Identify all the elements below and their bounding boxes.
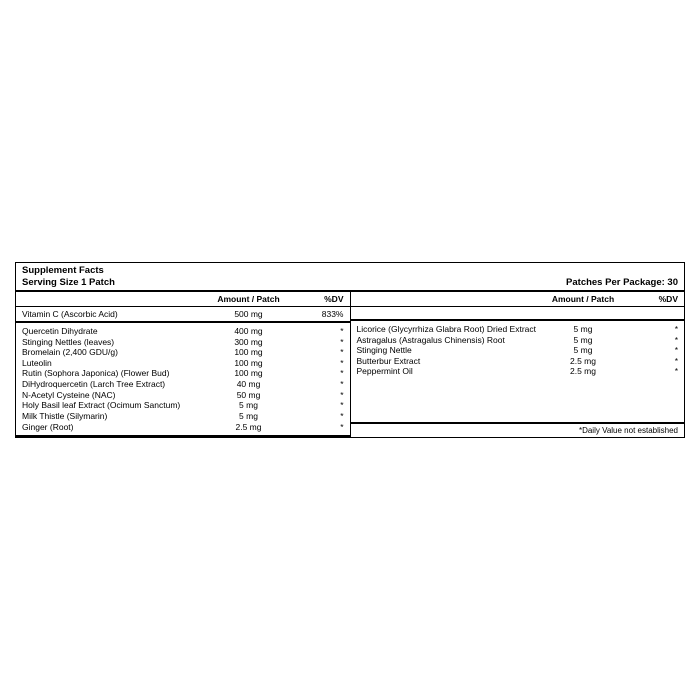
ingredient-name: Astragalus (Astragalus Chinensis) Root [357, 335, 539, 346]
ingredient-amount: 5 mg [538, 324, 628, 335]
panel-title: Supplement Facts [22, 265, 104, 276]
ingredient-row: Bromelain (2,400 GDU/g)100 mg* [22, 347, 344, 358]
ingredient-name: Licorice (Glycyrrhiza Glabra Root) Dried… [357, 324, 539, 335]
ingredient-name: Luteolin [22, 358, 204, 369]
ingredient-amount: 300 mg [204, 337, 294, 348]
serving-row: Serving Size 1 Patch Patches Per Package… [16, 277, 684, 292]
vitamin-c-amount: 500 mg [204, 309, 294, 319]
ingredient-row: DiHydroquercetin (Larch Tree Extract)40 … [22, 379, 344, 390]
ingredient-name: Stinging Nettle [357, 345, 539, 356]
amount-header: Amount / Patch [204, 294, 294, 304]
ingredient-row: Astragalus (Astragalus Chinensis) Root5 … [357, 335, 679, 346]
ingredient-name: Milk Thistle (Silymarin) [22, 411, 204, 422]
vitamin-c-dv: 833% [294, 309, 344, 319]
vitamin-c-row: Vitamin C (Ascorbic Acid) 500 mg 833% [16, 307, 350, 323]
ingredient-dv: * [628, 356, 678, 367]
ingredient-amount: 400 mg [204, 326, 294, 337]
ingredient-row: Quercetin Dihydrate400 mg* [22, 326, 344, 337]
ingredient-row: Ginger (Root)2.5 mg* [22, 422, 344, 433]
ingredient-dv: * [294, 368, 344, 379]
ingredient-amount: 100 mg [204, 358, 294, 369]
ingredient-name: Bromelain (2,400 GDU/g) [22, 347, 204, 358]
ingredient-dv: * [294, 411, 344, 422]
ingredient-amount: 5 mg [204, 400, 294, 411]
ingredient-dv: * [294, 390, 344, 401]
right-col-header: Amount / Patch %DV [351, 292, 685, 307]
ingredient-amount: 5 mg [538, 335, 628, 346]
header-row: Supplement Facts [16, 263, 684, 277]
supplement-facts-panel: Supplement Facts Serving Size 1 Patch Pa… [15, 262, 685, 438]
vitamin-c-name: Vitamin C (Ascorbic Acid) [22, 309, 204, 319]
ingredient-amount: 5 mg [538, 345, 628, 356]
serving-size: Serving Size 1 Patch [22, 277, 115, 288]
ingredient-name: Holy Basil leaf Extract (Ocimum Sanctum) [22, 400, 204, 411]
ingredient-dv: * [294, 326, 344, 337]
ingredient-dv: * [294, 400, 344, 411]
ingredient-row: Licorice (Glycyrrhiza Glabra Root) Dried… [357, 324, 679, 335]
amount-header: Amount / Patch [538, 294, 628, 304]
ingredient-dv: * [294, 379, 344, 390]
ingredient-name: Rutin (Sophora Japonica) (Flower Bud) [22, 368, 204, 379]
ingredient-name: Butterbur Extract [357, 356, 539, 367]
ingredient-row: Peppermint Oil2.5 mg* [357, 366, 679, 377]
ingredient-amount: 2.5 mg [538, 356, 628, 367]
ingredient-dv: * [294, 347, 344, 358]
ingredient-amount: 40 mg [204, 379, 294, 390]
ingredient-row: Luteolin100 mg* [22, 358, 344, 369]
ingredient-amount: 5 mg [204, 411, 294, 422]
ingredient-dv: * [294, 422, 344, 433]
columns-wrap: Amount / Patch %DV Vitamin C (Ascorbic A… [16, 292, 684, 437]
ingredient-name: Ginger (Root) [22, 422, 204, 433]
ingredient-row: Milk Thistle (Silymarin)5 mg* [22, 411, 344, 422]
right-column: Amount / Patch %DV Licorice (Glycyrrhiza… [351, 292, 685, 437]
ingredient-dv: * [628, 366, 678, 377]
ingredient-dv: * [294, 337, 344, 348]
ingredient-amount: 100 mg [204, 368, 294, 379]
ingredient-row: Butterbur Extract2.5 mg* [357, 356, 679, 367]
ingredient-amount: 2.5 mg [204, 422, 294, 433]
dv-header: %DV [628, 294, 678, 304]
right-pad-row [351, 307, 685, 321]
ingredient-row: N-Acetyl Cysteine (NAC)50 mg* [22, 390, 344, 401]
ingredient-row: Stinging Nettle5 mg* [357, 345, 679, 356]
dv-header: %DV [294, 294, 344, 304]
left-col-header: Amount / Patch %DV [16, 292, 350, 307]
left-ingredients: Quercetin Dihydrate400 mg*Stinging Nettl… [16, 323, 350, 437]
ingredient-name: Peppermint Oil [357, 366, 539, 377]
ingredient-dv: * [628, 335, 678, 346]
ingredient-row: Rutin (Sophora Japonica) (Flower Bud)100… [22, 368, 344, 379]
right-ingredients: Licorice (Glycyrrhiza Glabra Root) Dried… [351, 321, 685, 424]
ingredient-amount: 100 mg [204, 347, 294, 358]
left-column: Amount / Patch %DV Vitamin C (Ascorbic A… [16, 292, 351, 437]
ingredient-row: Holy Basil leaf Extract (Ocimum Sanctum)… [22, 400, 344, 411]
ingredient-amount: 50 mg [204, 390, 294, 401]
ingredient-name: Quercetin Dihydrate [22, 326, 204, 337]
ingredient-name: DiHydroquercetin (Larch Tree Extract) [22, 379, 204, 390]
ingredient-dv: * [628, 345, 678, 356]
ingredient-name: N-Acetyl Cysteine (NAC) [22, 390, 204, 401]
ingredient-dv: * [294, 358, 344, 369]
ingredient-amount: 2.5 mg [538, 366, 628, 377]
ingredient-dv: * [628, 324, 678, 335]
ingredient-row: Stinging Nettles (leaves)300 mg* [22, 337, 344, 348]
package-count: Patches Per Package: 30 [566, 277, 678, 288]
dv-footnote: *Daily Value not established [351, 424, 685, 437]
ingredient-name: Stinging Nettles (leaves) [22, 337, 204, 348]
